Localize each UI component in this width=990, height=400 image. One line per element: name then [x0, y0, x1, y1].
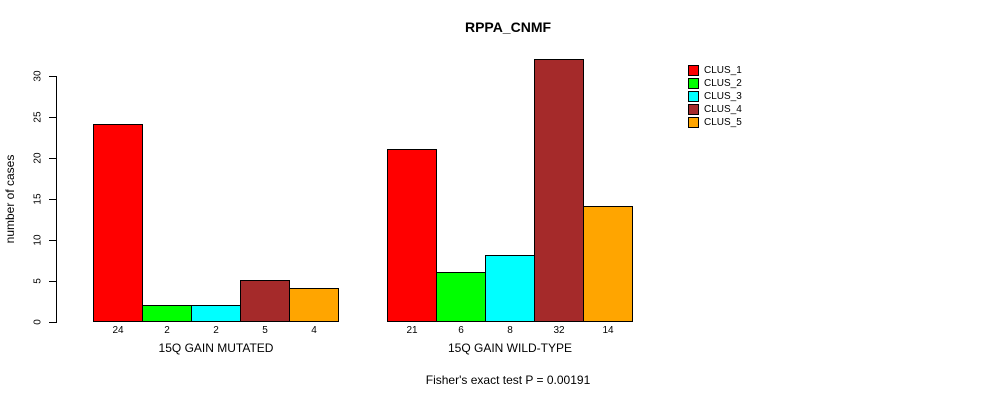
- legend-swatch-clus_4: [688, 104, 699, 115]
- legend-label: CLUS_3: [704, 91, 742, 102]
- bar-clus_3: [191, 305, 241, 322]
- bar-value-label: 4: [311, 325, 317, 336]
- legend-item: CLUS_1: [688, 64, 742, 77]
- bar-value-label: 6: [458, 325, 464, 336]
- y-axis-label: number of cases: [3, 154, 17, 244]
- bar-value-label: 32: [553, 325, 565, 336]
- bar-clus_5: [289, 288, 339, 322]
- group-label: 15Q GAIN MUTATED: [158, 341, 274, 355]
- bar-value-label: 24: [112, 325, 124, 336]
- bar-clus_4: [534, 59, 584, 322]
- bar-value-label: 2: [213, 325, 219, 336]
- y-tick-mark: [49, 76, 57, 77]
- legend-label: CLUS_4: [704, 104, 742, 115]
- bar-clus_1: [387, 149, 437, 322]
- y-tick-mark: [49, 240, 57, 241]
- legend-item: CLUS_3: [688, 90, 742, 103]
- legend-swatch-clus_1: [688, 65, 699, 76]
- legend-swatch-clus_5: [688, 117, 699, 128]
- bar-clus_3: [485, 255, 535, 322]
- y-tick-label: 0: [32, 319, 44, 325]
- y-tick-mark: [49, 117, 57, 118]
- legend-item: CLUS_2: [688, 77, 742, 90]
- bar-clus_1: [93, 124, 143, 322]
- y-tick-mark: [49, 158, 57, 159]
- y-tick-label: 30: [32, 70, 44, 82]
- chart-title: RPPA_CNMF: [464, 19, 552, 35]
- y-tick-label: 25: [32, 111, 44, 123]
- bar-value-label: 14: [602, 325, 614, 336]
- bar-value-label: 8: [507, 325, 513, 336]
- y-tick-label: 20: [32, 152, 44, 164]
- legend-swatch-clus_2: [688, 78, 699, 89]
- bar-clus_2: [436, 272, 486, 322]
- legend-label: CLUS_2: [704, 78, 742, 89]
- y-tick-mark: [49, 199, 57, 200]
- bar-value-label: 2: [164, 325, 170, 336]
- bar-clus_4: [240, 280, 290, 322]
- bar-clus_2: [142, 305, 192, 322]
- bar-group: [387, 59, 633, 322]
- group-label: 15Q GAIN WILD-TYPE: [447, 341, 573, 355]
- legend-label: CLUS_5: [704, 117, 742, 128]
- legend-label: CLUS_1: [704, 65, 742, 76]
- bar-value-label: 21: [406, 325, 418, 336]
- bar-clus_5: [583, 206, 633, 322]
- y-tick-label: 15: [32, 193, 44, 205]
- bar-group: [93, 124, 339, 322]
- y-tick-label: 5: [32, 278, 44, 284]
- y-tick-mark: [49, 281, 57, 282]
- legend: CLUS_1 CLUS_2 CLUS_3 CLUS_4 CLUS_5: [688, 64, 742, 129]
- fisher-test-note: Fisher's exact test P = 0.00191: [425, 373, 591, 387]
- legend-swatch-clus_3: [688, 91, 699, 102]
- bar-value-label: 5: [262, 325, 268, 336]
- legend-item: CLUS_4: [688, 103, 742, 116]
- y-tick-mark: [49, 322, 57, 323]
- legend-item: CLUS_5: [688, 116, 742, 129]
- y-tick-label: 10: [32, 234, 44, 246]
